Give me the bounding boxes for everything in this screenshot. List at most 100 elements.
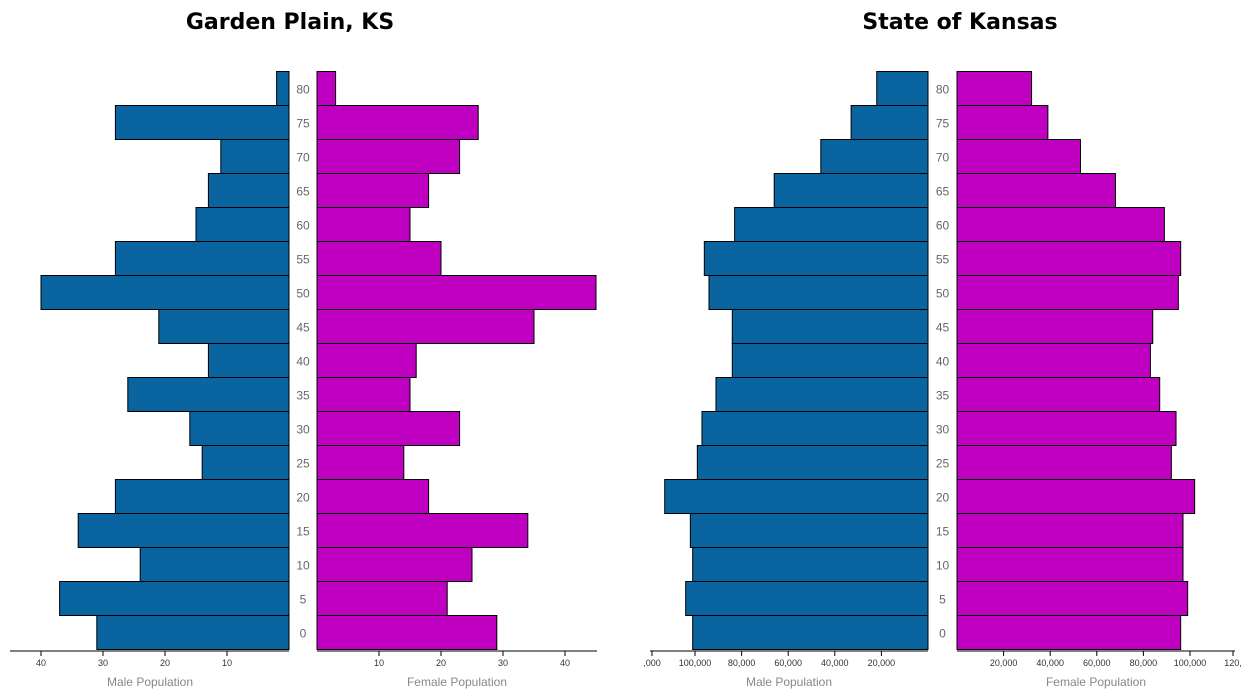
- bar-garden-plain-female-25: [316, 445, 405, 480]
- chart-title-kansas: State of Kansas: [862, 10, 1058, 35]
- bar-garden-plain-female-75: [316, 105, 479, 140]
- bar-kansas-female-70: [956, 139, 1081, 174]
- age-label-kansas-20: 20: [936, 491, 950, 505]
- bar-garden-plain-male-30: [189, 411, 290, 446]
- age-label-kansas-40: 40: [936, 355, 950, 369]
- tick-label-garden-plain-female-1: 20: [436, 658, 446, 668]
- bar-garden-plain-female-35: [316, 377, 411, 412]
- bar-kansas-male-50: [708, 275, 929, 310]
- bar-garden-plain-male-25: [201, 445, 290, 480]
- age-label-kansas-5: 5: [939, 593, 946, 607]
- age-label-kansas-60: 60: [936, 219, 950, 233]
- bar-garden-plain-male-40: [207, 343, 290, 378]
- bar-garden-plain-female-60: [316, 207, 411, 242]
- age-label-garden-plain-0: 0: [300, 627, 307, 641]
- tick-label-kansas-male-4: 40,000: [821, 658, 849, 668]
- bar-garden-plain-female-40: [316, 343, 417, 378]
- tick-label-kansas-male-0: ,000: [643, 658, 661, 668]
- tick-label-garden-plain-male-0: 40: [36, 658, 46, 668]
- age-label-garden-plain-45: 45: [296, 321, 310, 335]
- bar-garden-plain-male-55: [114, 241, 290, 276]
- bar-garden-plain-male-80: [276, 71, 290, 106]
- axis-label-kansas-female: Female Population: [1046, 675, 1146, 689]
- bar-kansas-female-80: [956, 71, 1033, 106]
- bar-kansas-female-40: [956, 343, 1151, 378]
- bar-kansas-male-35: [715, 377, 929, 412]
- bar-kansas-female-75: [956, 105, 1049, 140]
- age-label-kansas-55: 55: [936, 253, 950, 267]
- bar-garden-plain-female-80: [316, 71, 337, 106]
- age-label-garden-plain-5: 5: [300, 593, 307, 607]
- bar-kansas-male-15: [689, 513, 929, 548]
- bar-kansas-male-10: [692, 547, 929, 582]
- bar-kansas-female-0: [956, 615, 1182, 650]
- bar-kansas-female-50: [956, 275, 1179, 310]
- age-label-garden-plain-75: 75: [296, 117, 310, 131]
- bar-garden-plain-female-0: [316, 615, 498, 650]
- tick-label-garden-plain-male-2: 20: [160, 658, 170, 668]
- tick-label-kansas-female-4: 100,000: [1174, 658, 1207, 668]
- axis-label-garden-plain-female: Female Population: [407, 675, 507, 689]
- age-label-garden-plain-30: 30: [296, 423, 310, 437]
- tick-label-kansas-female-5: 120,: [1224, 658, 1242, 668]
- bar-garden-plain-female-15: [316, 513, 529, 548]
- bar-kansas-male-70: [820, 139, 929, 174]
- age-label-garden-plain-65: 65: [296, 185, 310, 199]
- age-label-garden-plain-20: 20: [296, 491, 310, 505]
- tick-label-kansas-male-3: 60,000: [774, 658, 802, 668]
- bar-kansas-male-0: [692, 615, 929, 650]
- tick-label-kansas-female-3: 80,000: [1130, 658, 1158, 668]
- bar-kansas-male-80: [876, 71, 929, 106]
- age-label-garden-plain-70: 70: [296, 151, 310, 165]
- tick-label-kansas-male-5: 20,000: [868, 658, 896, 668]
- bar-garden-plain-male-10: [139, 547, 290, 582]
- bar-garden-plain-male-20: [114, 479, 290, 514]
- tick-label-kansas-female-1: 40,000: [1036, 658, 1064, 668]
- age-label-garden-plain-25: 25: [296, 457, 310, 471]
- age-label-kansas-15: 15: [936, 525, 950, 539]
- bar-kansas-female-60: [956, 207, 1165, 242]
- bar-garden-plain-female-55: [316, 241, 442, 276]
- bar-garden-plain-female-10: [316, 547, 473, 582]
- bar-garden-plain-female-5: [316, 581, 448, 616]
- bar-kansas-male-75: [850, 105, 929, 140]
- bar-kansas-female-5: [956, 581, 1189, 616]
- axis-label-garden-plain-male: Male Population: [107, 675, 193, 689]
- bar-kansas-male-40: [731, 343, 929, 378]
- bar-garden-plain-male-15: [77, 513, 290, 548]
- bar-kansas-male-65: [773, 173, 929, 208]
- bar-kansas-male-60: [734, 207, 929, 242]
- age-label-kansas-45: 45: [936, 321, 950, 335]
- bar-kansas-male-30: [701, 411, 929, 446]
- age-label-garden-plain-40: 40: [296, 355, 310, 369]
- age-label-garden-plain-10: 10: [296, 559, 310, 573]
- bar-kansas-female-15: [956, 513, 1184, 548]
- bar-garden-plain-female-65: [316, 173, 430, 208]
- tick-label-garden-plain-male-3: 10: [222, 658, 232, 668]
- bar-kansas-female-45: [956, 309, 1154, 344]
- bar-kansas-female-30: [956, 411, 1177, 446]
- bar-garden-plain-male-65: [207, 173, 290, 208]
- bar-garden-plain-male-45: [158, 309, 290, 344]
- tick-label-kansas-male-2: 80,000: [728, 658, 756, 668]
- bar-garden-plain-female-30: [316, 411, 461, 446]
- bar-garden-plain-female-20: [316, 479, 430, 514]
- age-label-garden-plain-80: 80: [296, 83, 310, 97]
- age-label-kansas-30: 30: [936, 423, 950, 437]
- age-label-kansas-0: 0: [939, 627, 946, 641]
- tick-label-kansas-female-0: 20,000: [990, 658, 1018, 668]
- age-label-garden-plain-55: 55: [296, 253, 310, 267]
- axis-label-kansas-male: Male Population: [746, 675, 832, 689]
- tick-label-garden-plain-female-3: 40: [560, 658, 570, 668]
- bar-garden-plain-female-45: [316, 309, 535, 344]
- age-label-garden-plain-15: 15: [296, 525, 310, 539]
- age-label-garden-plain-50: 50: [296, 287, 310, 301]
- bar-kansas-female-55: [956, 241, 1182, 276]
- bar-garden-plain-male-50: [40, 275, 290, 310]
- tick-label-kansas-male-1: 100,000: [679, 658, 712, 668]
- age-label-kansas-80: 80: [936, 83, 950, 97]
- age-label-kansas-65: 65: [936, 185, 950, 199]
- bar-kansas-female-20: [956, 479, 1196, 514]
- age-label-kansas-25: 25: [936, 457, 950, 471]
